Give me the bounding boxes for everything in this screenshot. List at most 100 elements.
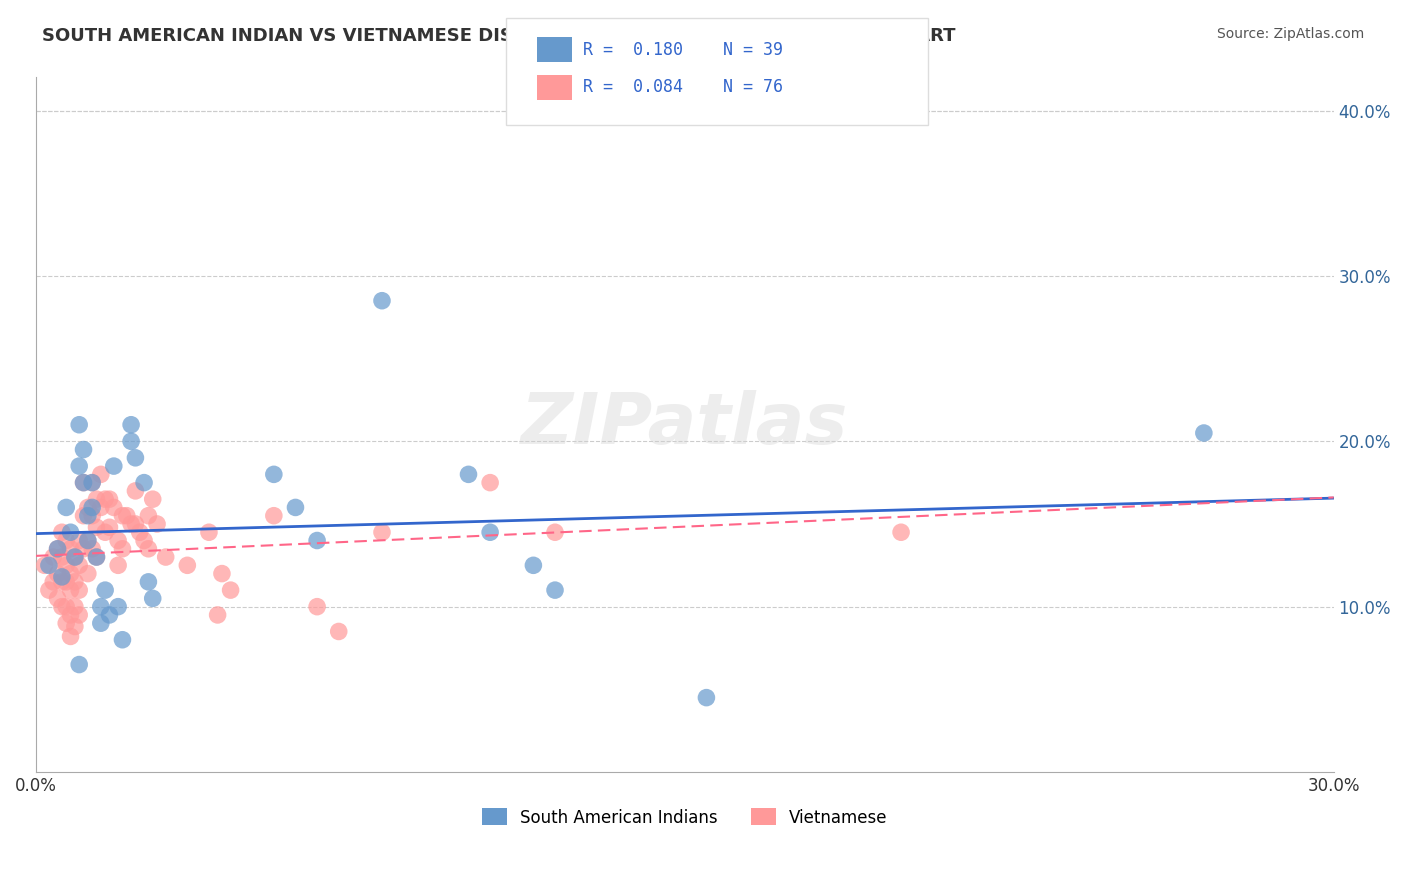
Point (142, 591, 165, 606)
Point (42, 574, 65, 589)
Point (103, 459, 125, 474)
Text: SOUTH AMERICAN INDIAN VS VIETNAMESE DISABILITY AGE 35 TO 64 CORRELATION CHART: SOUTH AMERICAN INDIAN VS VIETNAMESE DISA… (42, 27, 956, 45)
Point (107, 599, 129, 614)
Point (98, 492, 121, 507)
Point (90, 599, 112, 614)
Point (82, 508, 104, 523)
Text: ZIPatlas: ZIPatlas (522, 390, 848, 459)
Point (479, 475, 502, 490)
Point (82, 475, 104, 490)
Point (63, 549, 86, 564)
Point (198, 525, 221, 540)
Point (51, 549, 73, 564)
Point (328, 624, 350, 639)
Point (284, 500, 307, 515)
Point (111, 541, 134, 556)
Text: R =  0.180    N = 39: R = 0.180 N = 39 (583, 41, 783, 59)
Point (82, 541, 104, 556)
Point (67, 558, 90, 573)
Point (55, 558, 77, 573)
Point (82, 475, 104, 490)
Point (55, 533, 77, 548)
Point (86, 492, 108, 507)
Point (142, 492, 165, 507)
Point (138, 508, 160, 523)
Point (76, 500, 98, 515)
Point (107, 533, 129, 548)
Point (38, 558, 60, 573)
Point (124, 450, 146, 465)
Point (211, 566, 233, 581)
Point (111, 508, 134, 523)
Point (94, 583, 117, 598)
Point (695, 690, 717, 705)
Point (63, 599, 86, 614)
Point (55, 574, 77, 589)
Point (263, 508, 285, 523)
Point (132, 475, 155, 490)
Point (59, 541, 82, 556)
Point (115, 508, 138, 523)
Point (55, 500, 77, 515)
Point (46, 541, 69, 556)
Point (67, 533, 90, 548)
Point (55, 616, 77, 631)
Point (132, 533, 155, 548)
Point (307, 533, 329, 548)
Legend: South American Indians, Vietnamese: South American Indians, Vietnamese (475, 802, 894, 833)
Point (307, 599, 329, 614)
Point (42, 549, 65, 564)
Point (76, 566, 98, 581)
Point (124, 516, 146, 531)
Point (59, 525, 82, 540)
Point (98, 520, 121, 534)
Point (51, 525, 73, 540)
Point (59, 607, 82, 622)
Point (67, 607, 90, 622)
Point (457, 467, 479, 482)
Point (76, 533, 98, 548)
Point (544, 525, 567, 540)
Point (544, 583, 567, 598)
Point (59, 566, 82, 581)
Point (72, 442, 94, 457)
Point (38, 583, 60, 598)
Text: Source: ZipAtlas.com: Source: ZipAtlas.com (1216, 27, 1364, 41)
Point (63, 574, 86, 589)
Point (176, 558, 198, 573)
Point (82, 500, 104, 515)
Point (120, 434, 142, 449)
Point (46, 541, 69, 556)
Point (86, 520, 108, 534)
Point (138, 541, 160, 556)
Point (207, 607, 229, 622)
Point (86, 549, 108, 564)
Point (103, 500, 125, 515)
Point (72, 541, 94, 556)
Point (76, 533, 98, 548)
Point (1192, 425, 1215, 440)
Point (51, 574, 73, 589)
Point (90, 500, 112, 515)
Point (155, 549, 177, 564)
Point (94, 492, 117, 507)
Point (219, 583, 242, 598)
Point (98, 607, 121, 622)
Point (51, 570, 73, 584)
Point (522, 558, 544, 573)
Point (107, 558, 129, 573)
Point (120, 516, 142, 531)
Point (63, 619, 86, 633)
Point (124, 483, 146, 498)
Point (146, 516, 169, 531)
Point (59, 583, 82, 598)
Point (72, 475, 94, 490)
Point (55, 599, 77, 614)
Point (72, 508, 94, 523)
Point (59, 629, 82, 643)
Point (51, 599, 73, 614)
Point (94, 525, 117, 540)
Point (90, 616, 112, 631)
Point (371, 293, 394, 308)
Text: R =  0.084    N = 76: R = 0.084 N = 76 (583, 78, 783, 96)
